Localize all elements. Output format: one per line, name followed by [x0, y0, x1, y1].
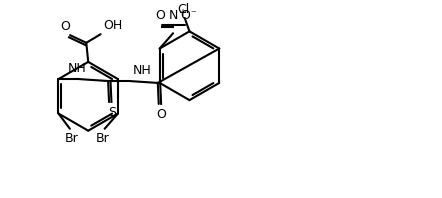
Text: Cl: Cl: [178, 3, 190, 16]
Text: Br: Br: [65, 132, 79, 145]
Text: N: N: [168, 9, 178, 22]
Text: O: O: [156, 108, 167, 121]
Text: +: +: [178, 8, 186, 18]
Text: Br: Br: [96, 132, 110, 145]
Text: ⁻: ⁻: [190, 9, 196, 19]
Text: O: O: [61, 20, 70, 33]
Text: NH: NH: [133, 64, 152, 77]
Text: O: O: [156, 9, 166, 22]
Text: OH: OH: [103, 19, 123, 32]
Text: S: S: [108, 106, 116, 119]
Text: O: O: [180, 9, 191, 22]
Text: NH: NH: [68, 62, 87, 75]
